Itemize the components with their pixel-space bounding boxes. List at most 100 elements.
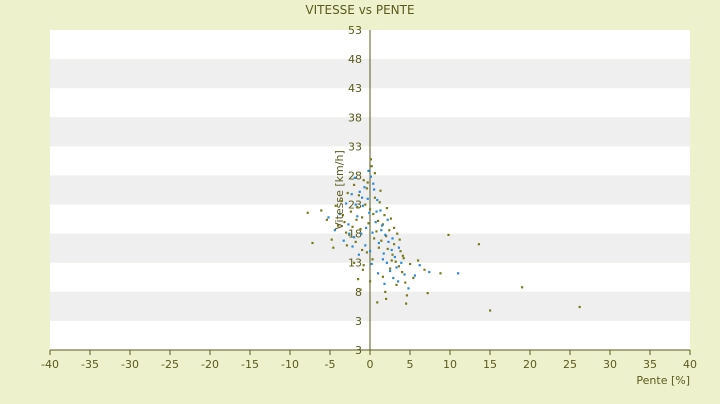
data-point [367, 169, 370, 172]
x-tick-label: -35 [81, 358, 99, 371]
y-tick-label: 33 [348, 140, 362, 153]
data-point [375, 230, 378, 233]
data-point [391, 253, 394, 256]
data-point [418, 264, 421, 267]
y-axis-label: Vitesse [km/h] [333, 150, 346, 230]
data-point [306, 211, 309, 214]
y-tick-label: 3 [355, 315, 362, 328]
data-point [365, 187, 368, 190]
data-point [405, 302, 408, 305]
data-point [357, 278, 360, 281]
data-point [347, 223, 350, 226]
data-point [369, 250, 372, 253]
data-point [368, 211, 371, 214]
data-point [397, 280, 400, 283]
data-point [402, 257, 405, 260]
data-point [376, 301, 379, 304]
data-point [379, 189, 382, 192]
data-point [379, 209, 382, 212]
y-tick-label: 48 [348, 53, 362, 66]
data-point [370, 165, 373, 168]
data-point [393, 226, 396, 229]
data-point [358, 190, 361, 193]
data-point [390, 259, 393, 262]
data-point [392, 276, 395, 280]
data-point [325, 218, 328, 221]
data-point [340, 200, 343, 203]
data-point [413, 274, 416, 277]
x-tick-labels: -40 -35 -30 -25 -20 -15 -10 -5 0 5 10 15 20 25 30 35 40 [41, 350, 697, 371]
data-point [381, 223, 384, 226]
data-point [372, 182, 375, 185]
y-tick-label: 38 [348, 111, 362, 124]
data-point [388, 229, 391, 232]
x-tick-label: -5 [325, 358, 336, 371]
data-point [370, 262, 373, 266]
data-point [359, 288, 362, 291]
x-tick-label: 15 [483, 358, 497, 371]
data-point [400, 261, 403, 264]
data-point [356, 205, 359, 209]
data-point [311, 241, 314, 245]
data-point [393, 255, 396, 259]
data-point [348, 233, 351, 236]
data-point [417, 259, 420, 262]
data-point [360, 232, 363, 235]
x-tick-label: -40 [41, 358, 59, 371]
data-point [377, 241, 380, 245]
data-point [404, 281, 407, 284]
x-tick-label: 0 [367, 358, 374, 371]
x-tick-label: 30 [603, 358, 617, 371]
data-point [337, 224, 340, 227]
data-point [457, 272, 460, 275]
chart-title: VITESSE vs PENTE [305, 3, 414, 17]
data-point [369, 280, 372, 283]
data-point [353, 176, 356, 179]
data-point [320, 209, 323, 212]
data-point [396, 232, 399, 235]
data-point [365, 226, 368, 229]
data-point [371, 231, 374, 234]
data-point [357, 253, 360, 256]
data-point [399, 250, 402, 253]
data-point [394, 260, 397, 263]
data-point [361, 248, 364, 252]
data-point [578, 305, 581, 309]
data-point [423, 268, 426, 271]
data-point [342, 239, 345, 242]
data-point [428, 271, 431, 274]
data-point [343, 221, 346, 224]
x-tick-label: 35 [643, 358, 657, 371]
data-point [363, 186, 366, 189]
data-point [381, 275, 384, 278]
x-tick-label: 40 [683, 358, 697, 371]
data-point [409, 262, 412, 266]
data-point [327, 216, 330, 219]
data-point [385, 261, 388, 264]
data-point [353, 236, 356, 239]
data-point [384, 233, 387, 236]
x-tick-label: 20 [523, 358, 537, 371]
data-point [362, 179, 365, 182]
data-point [351, 225, 354, 228]
data-point [356, 215, 359, 218]
data-point [371, 258, 374, 261]
data-point [361, 204, 364, 207]
data-point [349, 210, 352, 213]
data-point [372, 212, 375, 216]
x-tick-label: -30 [121, 358, 139, 371]
x-tick-label: -15 [241, 358, 259, 371]
data-point [382, 252, 385, 255]
data-point [383, 214, 386, 217]
data-point [381, 224, 384, 227]
data-point [389, 267, 392, 270]
data-point [387, 240, 390, 243]
data-point [380, 239, 383, 242]
data-point [345, 244, 348, 247]
data-point [345, 202, 348, 205]
data-point [439, 272, 442, 275]
data-point [355, 218, 358, 221]
data-point [345, 231, 348, 234]
